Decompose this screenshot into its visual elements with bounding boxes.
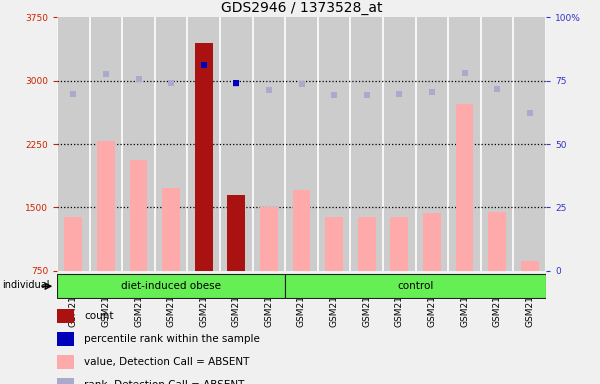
- Bar: [318, 17, 350, 271]
- Bar: [325, 217, 343, 271]
- Bar: [455, 104, 473, 271]
- Text: count: count: [84, 311, 113, 321]
- Text: value, Detection Call = ABSENT: value, Detection Call = ABSENT: [84, 357, 249, 367]
- Bar: [57, 355, 74, 369]
- Bar: [195, 43, 212, 271]
- Point: [166, 80, 176, 86]
- Bar: [514, 17, 546, 271]
- Point: [329, 92, 339, 98]
- Point: [460, 70, 469, 76]
- Text: individual: individual: [2, 280, 50, 290]
- Point: [199, 61, 209, 68]
- Bar: [57, 309, 74, 323]
- Point: [232, 81, 241, 87]
- Bar: [220, 17, 253, 271]
- Point: [493, 86, 502, 92]
- Bar: [122, 17, 155, 271]
- FancyBboxPatch shape: [285, 274, 546, 298]
- Bar: [64, 217, 82, 271]
- Bar: [187, 17, 220, 271]
- Bar: [162, 188, 180, 271]
- Bar: [383, 17, 416, 271]
- Bar: [130, 160, 148, 271]
- Text: rank, Detection Call = ABSENT: rank, Detection Call = ABSENT: [84, 380, 244, 384]
- Text: percentile rank within the sample: percentile rank within the sample: [84, 334, 260, 344]
- Point: [525, 110, 535, 116]
- Bar: [481, 17, 514, 271]
- Point: [362, 92, 371, 98]
- Bar: [488, 212, 506, 271]
- Bar: [448, 17, 481, 271]
- Point: [134, 76, 143, 82]
- Text: control: control: [397, 281, 434, 291]
- Text: diet-induced obese: diet-induced obese: [121, 281, 221, 291]
- Point: [232, 80, 241, 86]
- Bar: [350, 17, 383, 271]
- Bar: [521, 261, 539, 271]
- Point: [297, 81, 307, 87]
- Bar: [358, 217, 376, 271]
- Point: [68, 91, 78, 97]
- Bar: [391, 217, 408, 271]
- Point: [199, 62, 209, 68]
- Bar: [57, 378, 74, 384]
- Point: [395, 91, 404, 97]
- Bar: [57, 17, 89, 271]
- Point: [264, 87, 274, 93]
- Bar: [260, 207, 278, 271]
- Title: GDS2946 / 1373528_at: GDS2946 / 1373528_at: [221, 1, 382, 15]
- FancyBboxPatch shape: [57, 274, 285, 298]
- Bar: [253, 17, 285, 271]
- Bar: [89, 17, 122, 271]
- Bar: [97, 141, 115, 271]
- Bar: [285, 17, 318, 271]
- Point: [427, 89, 437, 96]
- Bar: [227, 195, 245, 271]
- Bar: [155, 17, 187, 271]
- Bar: [416, 17, 448, 271]
- Point: [101, 71, 111, 77]
- Bar: [293, 190, 310, 271]
- Bar: [423, 213, 441, 271]
- Bar: [57, 332, 74, 346]
